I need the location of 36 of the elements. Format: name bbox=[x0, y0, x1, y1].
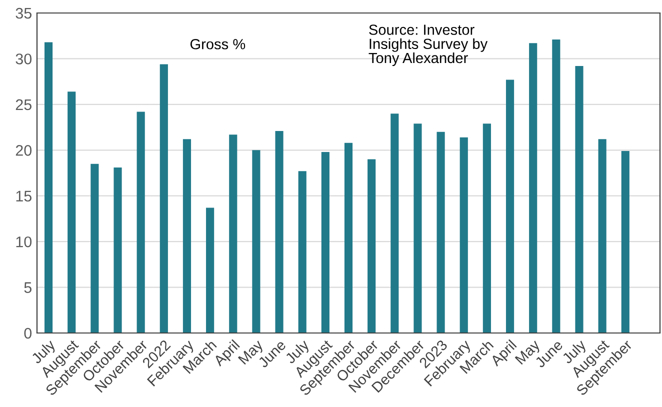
y-tick-label: 5 bbox=[24, 282, 32, 293]
y-tick-label: 10 bbox=[16, 236, 32, 248]
bar bbox=[529, 43, 538, 333]
bar bbox=[598, 139, 606, 333]
bar bbox=[298, 171, 306, 333]
annotation: Source: Investor Insights Survey by Tony Alexander bbox=[368, 24, 488, 66]
bar bbox=[575, 66, 584, 333]
bar bbox=[552, 40, 560, 333]
bar bbox=[182, 139, 192, 333]
bar bbox=[114, 168, 122, 333]
bar bbox=[390, 114, 399, 333]
annotation: Gross % bbox=[190, 38, 246, 50]
bar bbox=[44, 42, 53, 333]
bar bbox=[368, 159, 376, 333]
bar bbox=[206, 208, 214, 333]
y-tick-label: 20 bbox=[16, 145, 32, 156]
y-tick-label: 30 bbox=[16, 54, 32, 64]
bar bbox=[460, 137, 468, 333]
bar bbox=[252, 150, 260, 333]
y-tick-label: 15 bbox=[16, 190, 32, 202]
y-tick-label: 0 bbox=[24, 328, 32, 339]
bar bbox=[482, 124, 491, 333]
bar bbox=[436, 132, 445, 333]
bar bbox=[621, 151, 630, 333]
bar bbox=[136, 112, 145, 333]
bar bbox=[344, 142, 353, 333]
bar bbox=[68, 92, 76, 333]
bar bbox=[90, 164, 99, 333]
y-tick-label: 25 bbox=[16, 99, 32, 110]
bar bbox=[414, 124, 422, 333]
bar bbox=[275, 130, 284, 333]
bar bbox=[160, 64, 168, 333]
bar bbox=[321, 152, 330, 333]
y-tick-label: 35 bbox=[16, 8, 32, 19]
bar bbox=[229, 134, 238, 333]
bar bbox=[506, 80, 514, 333]
